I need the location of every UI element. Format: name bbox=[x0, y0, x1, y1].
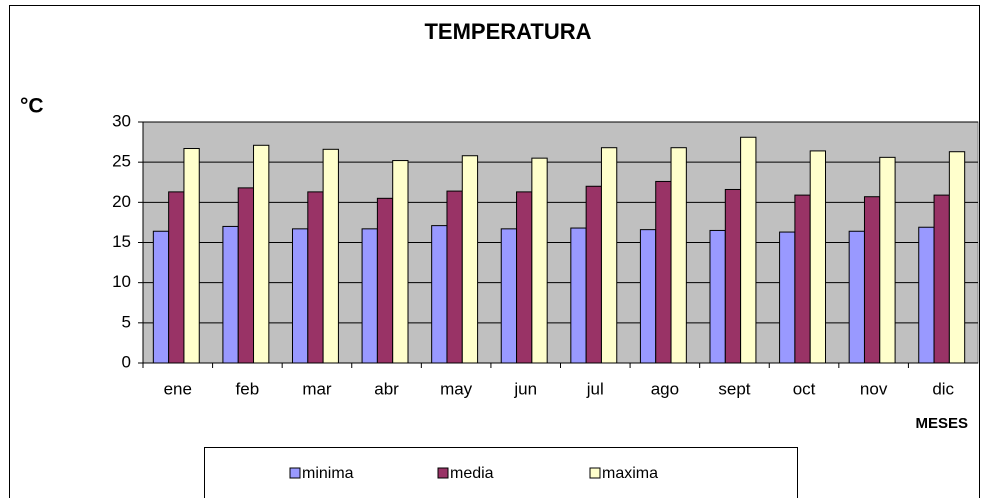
x-tick-label: dic bbox=[932, 379, 954, 398]
y-tick-label: 0 bbox=[122, 352, 131, 371]
bar bbox=[446, 190, 463, 364]
bar bbox=[222, 225, 239, 364]
y-axis-label: °C bbox=[20, 95, 44, 118]
legend-label: maxima bbox=[602, 465, 658, 482]
bar bbox=[779, 231, 796, 364]
y-tick-label: 10 bbox=[112, 272, 131, 291]
bar bbox=[600, 147, 618, 364]
bar bbox=[152, 230, 170, 364]
bar bbox=[639, 229, 657, 364]
bar bbox=[709, 229, 726, 364]
x-tick-label: ene bbox=[164, 379, 192, 398]
x-axis-label: MESES bbox=[915, 415, 968, 432]
bar bbox=[809, 150, 827, 364]
x-tick-label: sept bbox=[718, 379, 750, 398]
x-tick-label: jun bbox=[513, 379, 537, 398]
bar bbox=[291, 228, 309, 364]
x-tick-label: jul bbox=[586, 379, 604, 398]
legend-label: minima bbox=[302, 465, 354, 482]
legend-swatch bbox=[437, 467, 449, 479]
bar bbox=[848, 230, 865, 364]
x-tick-label: ago bbox=[651, 379, 679, 398]
bar bbox=[724, 188, 742, 364]
bar bbox=[863, 196, 881, 364]
bar bbox=[237, 187, 255, 364]
legend-box bbox=[204, 447, 798, 498]
y-tick-label: 20 bbox=[112, 192, 131, 211]
y-tick-label: 25 bbox=[112, 152, 131, 171]
bar bbox=[361, 228, 378, 364]
bar bbox=[531, 157, 548, 364]
x-tick-label: nov bbox=[860, 379, 888, 398]
y-tick-label: 30 bbox=[112, 111, 131, 130]
legend-swatch bbox=[589, 467, 601, 479]
bar bbox=[516, 191, 533, 364]
bar bbox=[431, 225, 448, 364]
legend-swatch bbox=[289, 467, 301, 479]
bar bbox=[918, 226, 935, 364]
bar bbox=[585, 185, 602, 364]
bar bbox=[461, 155, 479, 364]
x-tick-label: may bbox=[440, 379, 473, 398]
x-tick-label: abr bbox=[374, 379, 399, 398]
bar bbox=[740, 136, 757, 364]
bar bbox=[183, 148, 200, 364]
bar bbox=[307, 191, 324, 364]
y-tick-label: 15 bbox=[112, 232, 131, 251]
bar bbox=[794, 194, 811, 364]
bar bbox=[933, 194, 950, 364]
bar bbox=[500, 228, 518, 364]
x-tick-label: feb bbox=[236, 379, 260, 398]
legend-label: media bbox=[450, 465, 494, 482]
bar bbox=[376, 197, 394, 364]
bar bbox=[670, 147, 687, 364]
x-tick-label: oct bbox=[793, 379, 816, 398]
bar bbox=[392, 160, 409, 364]
bar bbox=[948, 151, 966, 364]
bar bbox=[879, 156, 896, 364]
bar bbox=[570, 227, 587, 364]
y-tick-label: 5 bbox=[122, 312, 131, 331]
chart-title: TEMPERATURA bbox=[424, 19, 591, 44]
bar bbox=[655, 180, 672, 364]
bar bbox=[253, 144, 270, 364]
bar bbox=[168, 191, 185, 364]
x-tick-label: mar bbox=[302, 379, 332, 398]
bar bbox=[322, 148, 339, 364]
